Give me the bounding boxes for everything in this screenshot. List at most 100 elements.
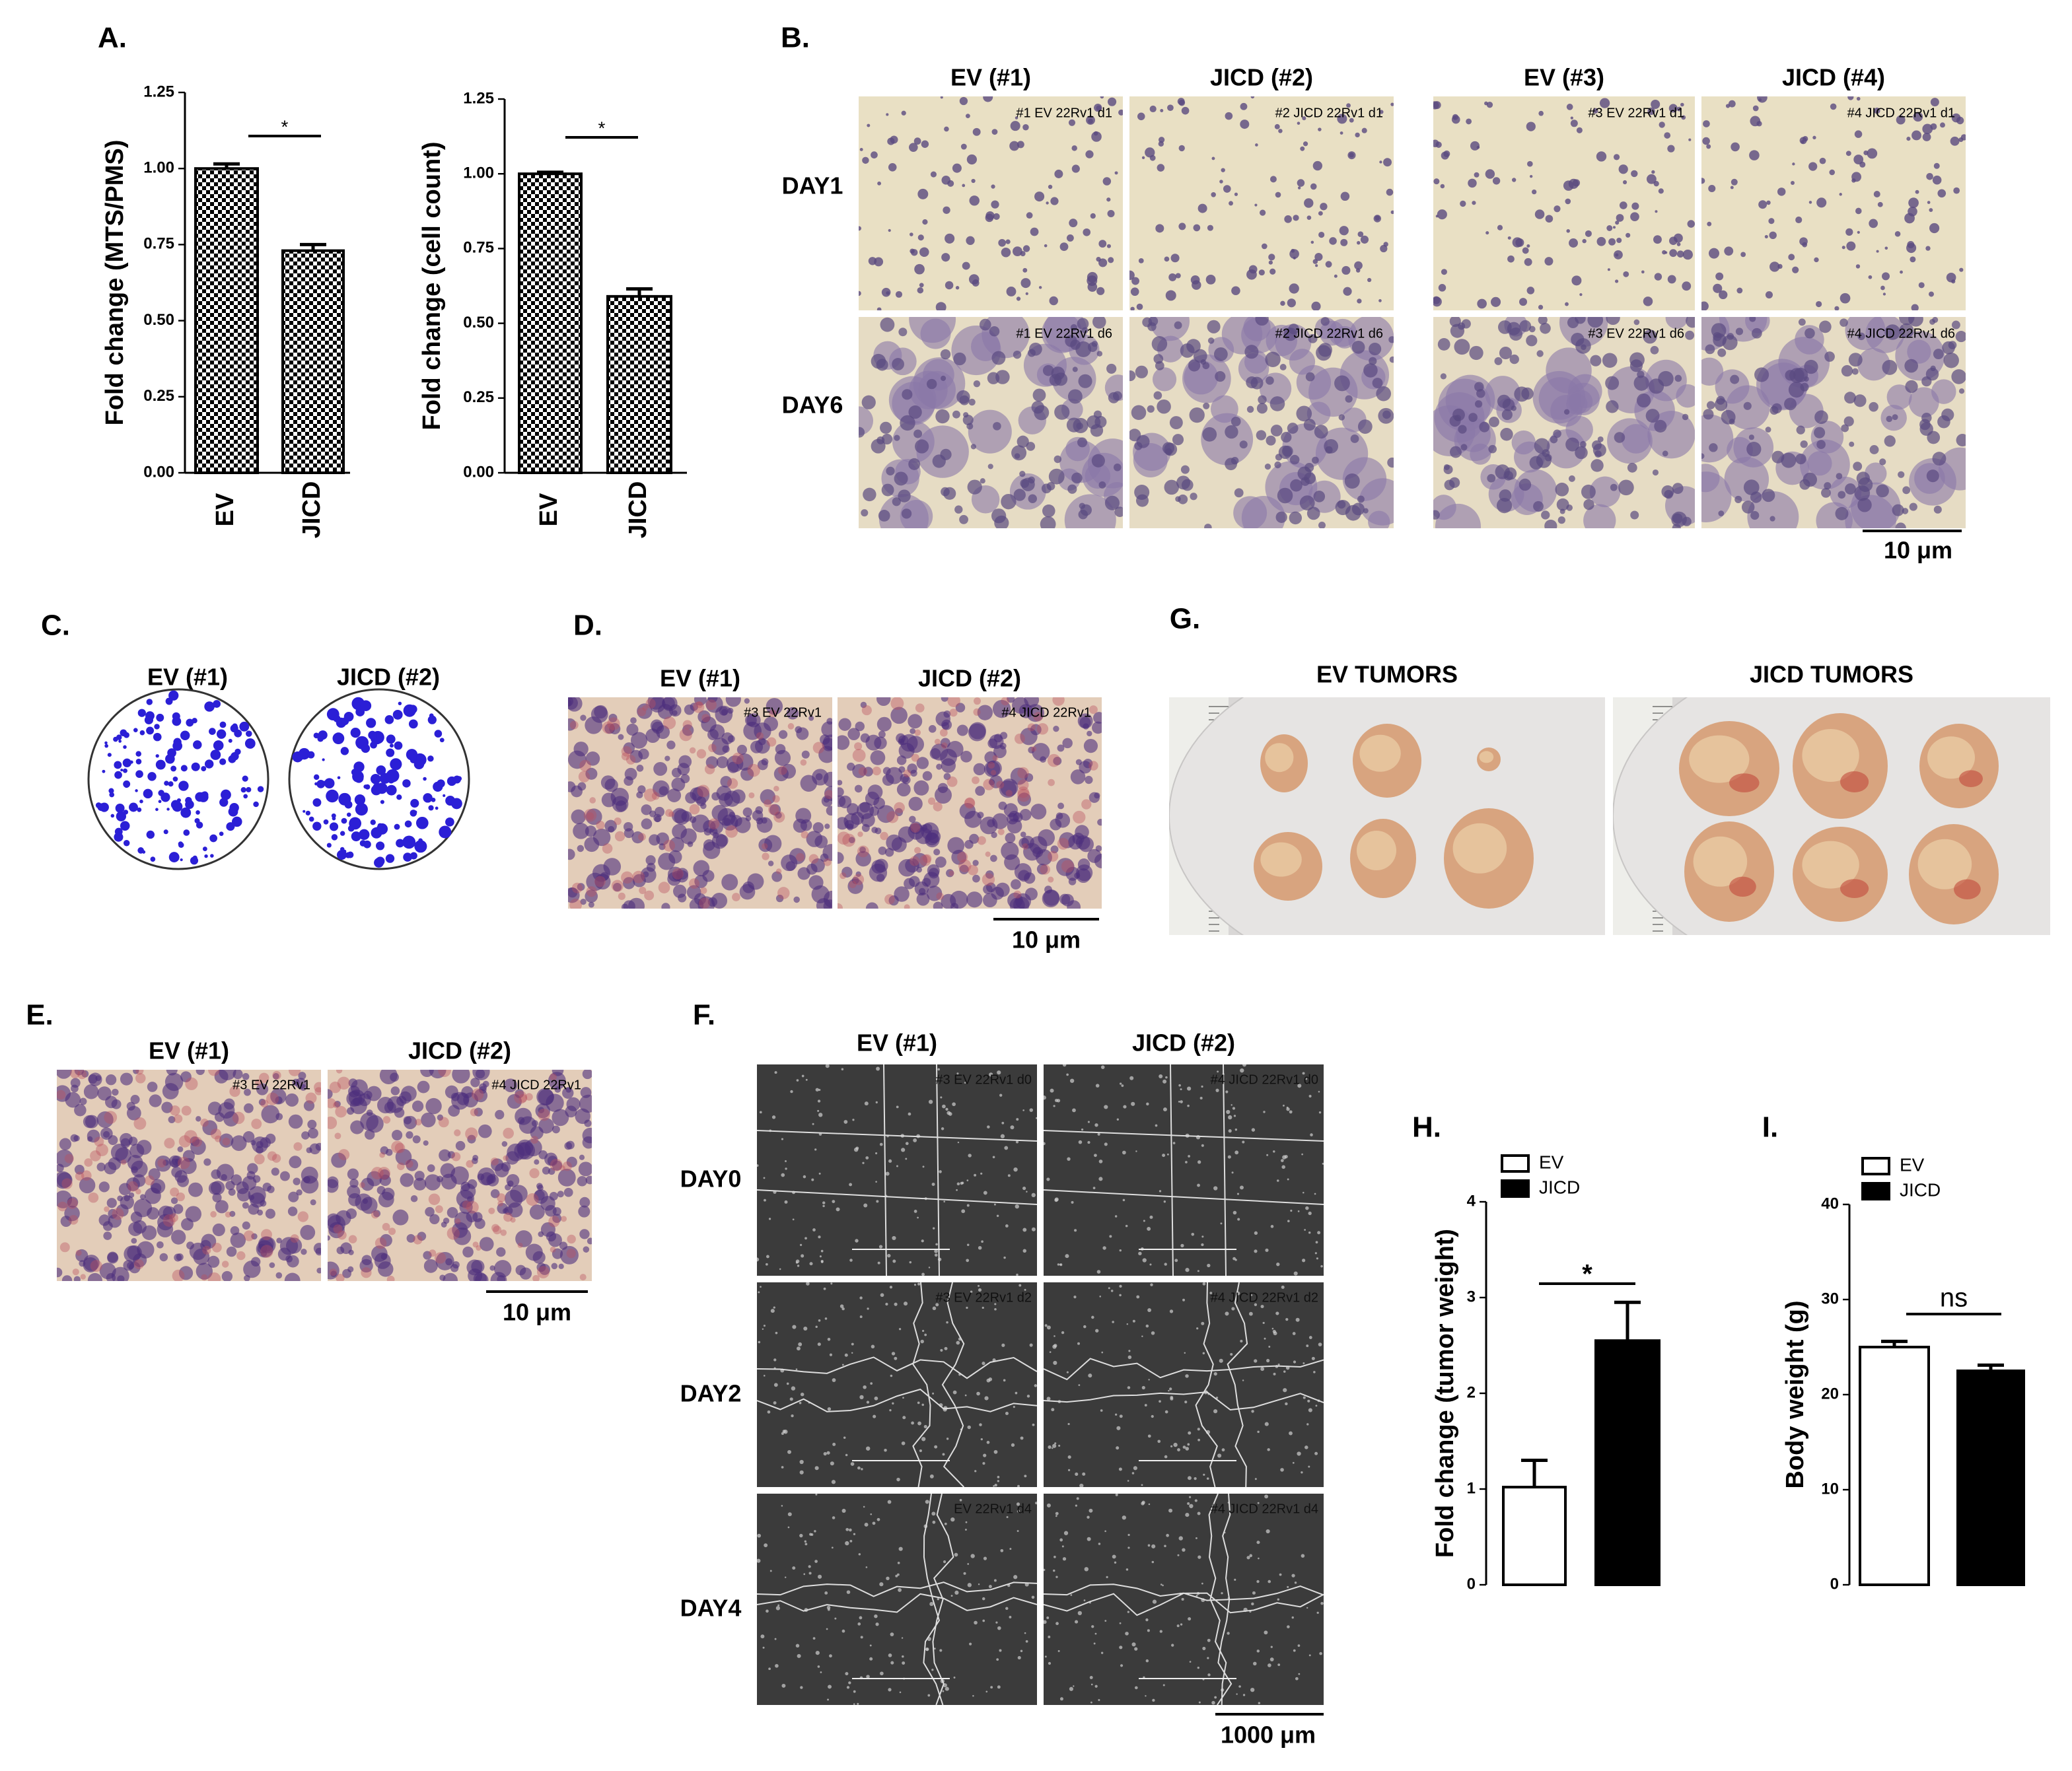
colony [350, 727, 361, 738]
texture [258, 1098, 266, 1106]
texture [798, 1342, 803, 1346]
texture [328, 1235, 331, 1241]
texture [932, 454, 946, 468]
micrograph [1044, 1064, 1324, 1276]
colony [123, 810, 129, 815]
texture [1281, 1165, 1286, 1169]
texture [1048, 779, 1055, 786]
texture [1474, 400, 1483, 408]
texture [1882, 293, 1886, 296]
texture [1582, 238, 1587, 244]
texture [59, 1138, 72, 1150]
texture [908, 405, 922, 419]
colony [168, 781, 174, 787]
texture [967, 1583, 972, 1587]
texture [797, 867, 810, 880]
texture [1273, 1372, 1276, 1375]
texture [1236, 1693, 1238, 1695]
texture [764, 1543, 768, 1548]
texture [1236, 1193, 1240, 1195]
texture [1933, 505, 1942, 514]
texture [1292, 1332, 1296, 1335]
texture [645, 855, 656, 866]
texture [1053, 726, 1059, 732]
texture [941, 253, 950, 262]
texture [203, 1158, 211, 1166]
colony [226, 822, 235, 831]
texture [552, 1214, 562, 1224]
texture [1568, 475, 1575, 482]
texture [1722, 335, 1738, 351]
texture [1165, 1076, 1168, 1079]
texture [1717, 348, 1727, 357]
tumor-highlight [1265, 743, 1294, 773]
texture [580, 898, 587, 905]
texture [993, 745, 1007, 759]
texture [1036, 1117, 1037, 1119]
texture [973, 708, 981, 716]
texture [870, 750, 886, 765]
texture [758, 1340, 761, 1344]
texture [859, 802, 871, 813]
texture [1094, 1632, 1097, 1635]
texture [937, 782, 948, 793]
colony [123, 745, 127, 749]
texture [1519, 320, 1532, 332]
texture [747, 873, 764, 890]
texture [196, 1070, 205, 1075]
colony [144, 715, 154, 724]
texture [851, 1342, 854, 1346]
texture [1015, 1140, 1019, 1144]
texture [1155, 1124, 1158, 1127]
texture [1497, 225, 1503, 230]
texture [665, 809, 673, 817]
texture [1922, 123, 1933, 135]
texture [775, 1663, 779, 1668]
texture [1098, 258, 1108, 267]
texture [841, 866, 853, 878]
texture [1129, 1076, 1134, 1080]
colony [376, 782, 388, 794]
significance-label: * [598, 118, 606, 138]
texture [773, 766, 789, 782]
texture [315, 1142, 321, 1151]
texture [740, 767, 754, 781]
colony [135, 770, 143, 779]
texture [388, 1228, 396, 1235]
texture [394, 1142, 406, 1154]
texture [1052, 357, 1096, 401]
texture [1599, 98, 1610, 108]
texture [766, 1609, 769, 1613]
texture [1114, 1561, 1117, 1564]
texture [682, 724, 694, 736]
texture [815, 773, 823, 781]
texture [880, 317, 895, 332]
texture [792, 1218, 795, 1221]
texture [902, 389, 913, 400]
texture [781, 1505, 783, 1507]
texture [1853, 462, 1863, 471]
texture [371, 1210, 380, 1219]
texture [1206, 1477, 1209, 1480]
texture [1512, 178, 1517, 182]
column-header: EV (#1) [147, 664, 228, 691]
texture [1567, 382, 1600, 416]
colony [343, 711, 354, 722]
texture [881, 433, 893, 445]
texture [994, 1483, 997, 1487]
texture [814, 1148, 817, 1151]
texture [1170, 1397, 1174, 1401]
texture [964, 797, 975, 808]
texture [531, 1120, 538, 1127]
texture [1469, 345, 1483, 361]
texture [940, 349, 951, 360]
colony [210, 749, 221, 760]
texture [1056, 1099, 1061, 1103]
texture [1197, 1511, 1201, 1515]
texture [1906, 242, 1917, 254]
texture [989, 1072, 993, 1077]
colony [370, 774, 381, 784]
texture [1302, 1072, 1305, 1075]
texture [1115, 1413, 1118, 1416]
texture [1073, 810, 1086, 824]
